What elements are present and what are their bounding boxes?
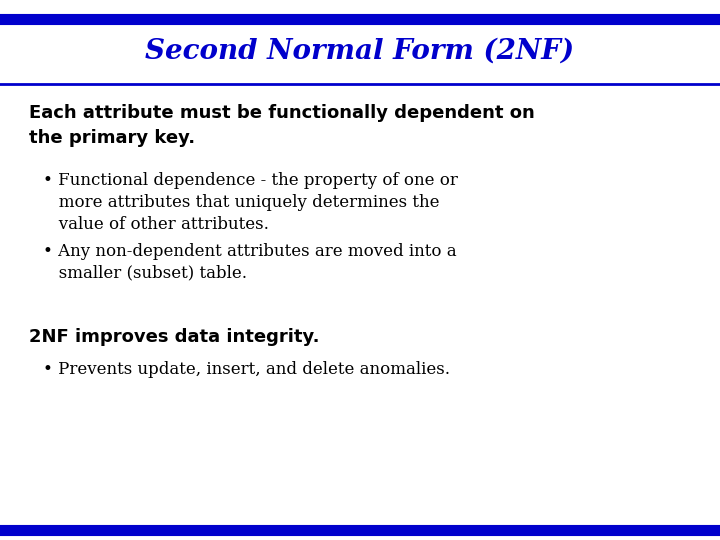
Text: • Functional dependence - the property of one or: • Functional dependence - the property o… <box>43 172 458 190</box>
Text: the primary key.: the primary key. <box>29 129 195 147</box>
Text: • Any non-dependent attributes are moved into a: • Any non-dependent attributes are moved… <box>43 242 456 260</box>
Text: smaller (subset) table.: smaller (subset) table. <box>43 264 247 281</box>
Text: • Prevents update, insert, and delete anomalies.: • Prevents update, insert, and delete an… <box>43 361 450 379</box>
Text: Each attribute must be functionally dependent on: Each attribute must be functionally depe… <box>29 104 534 123</box>
Text: Second Normal Form (2NF): Second Normal Form (2NF) <box>145 38 575 65</box>
Text: 2NF improves data integrity.: 2NF improves data integrity. <box>29 328 319 347</box>
Text: more attributes that uniquely determines the: more attributes that uniquely determines… <box>43 194 440 211</box>
Text: value of other attributes.: value of other attributes. <box>43 215 269 233</box>
